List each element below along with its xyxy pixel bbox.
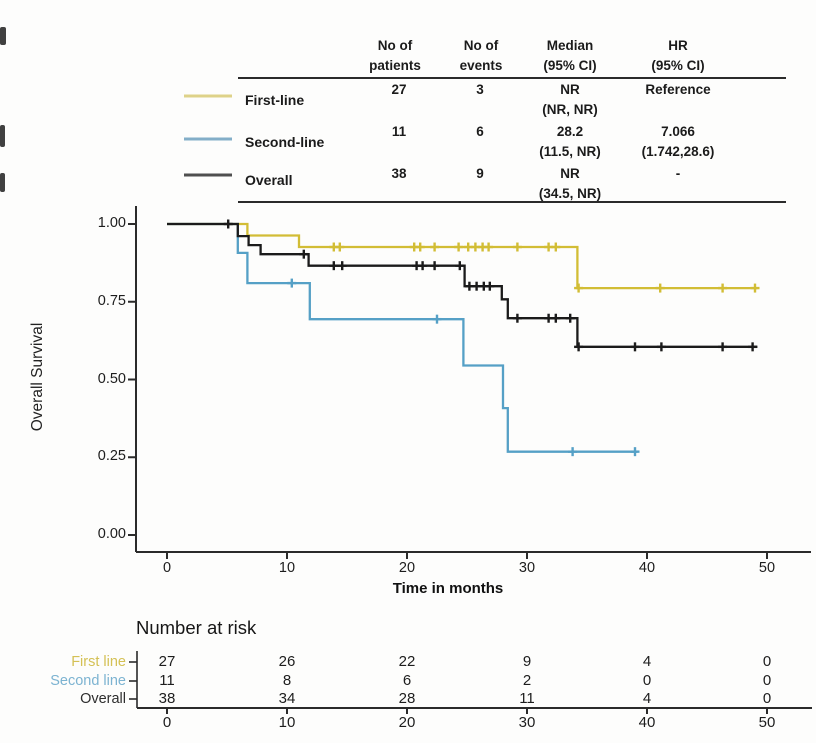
x-tick-label: 10 [278,560,296,576]
risk-x-tick-label: 40 [638,714,656,731]
legend-label-overall: Overall [245,172,293,188]
legend-label-second-line: Second-line [245,134,325,150]
km-curve-first-line [167,222,758,290]
km-curve-overall [167,222,758,348]
second-line-median: 28.2 [556,124,584,139]
scan-artifact [0,125,5,147]
col-header-median: Median (95% CI) [543,38,597,73]
risk-count: 34 [278,690,296,707]
risk-count: 6 [402,672,412,689]
col-header-hr: HR (95% CI) [651,38,705,73]
risk-count: 11 [519,690,535,707]
risk-x-tick-label: 50 [758,714,776,731]
overall-hr: - [675,166,681,181]
risk-count: 0 [762,653,772,670]
risk-x-tick-label: 20 [398,714,416,731]
risk-x-tick-label: 10 [278,714,296,731]
risk-table-title: Number at risk [136,617,257,638]
risk-count: 0 [642,672,652,689]
y-tick-label: 0.75 [97,292,126,309]
scan-artifact [0,173,5,192]
second-line-median-ci: (11.5, NR) [539,144,601,159]
x-axis-title: Time in months [392,580,504,597]
overall-median-ci: (34.5, NR) [538,186,602,201]
x-tick-label: 50 [758,560,776,576]
second-line-events: 6 [476,124,484,139]
risk-count: 0 [762,690,772,707]
risk-count: 4 [642,690,652,707]
x-tick-label: 20 [398,560,416,576]
first-line-median-ci: (NR, NR) [542,102,598,117]
second-line-patients: 11 [391,124,407,139]
risk-label-first-line: First line [71,654,126,670]
overall-events: 9 [476,166,484,181]
col-header-events: No of events [459,38,503,73]
risk-count: 0 [762,672,772,689]
risk-count: 9 [522,653,532,670]
overall-median: NR [560,166,580,181]
scan-artifact [0,27,6,45]
y-axis-title: Overall Survival [29,322,46,432]
risk-count: 2 [522,672,532,689]
risk-count: 8 [282,672,292,689]
second-line-hr-ci: (1.742,28.6) [641,144,715,159]
risk-count: 38 [158,690,176,707]
risk-count: 22 [398,653,416,670]
risk-x-tick-label: 30 [518,714,536,731]
y-tick-label: 0.00 [97,526,126,542]
risk-count: 11 [159,672,175,689]
first-line-hr: Reference [645,82,711,97]
risk-label-overall: Overall [80,691,126,707]
risk-count: 28 [398,690,416,707]
legend-label-first-line: First-line [245,92,305,108]
col-header-patients: No of patients [369,38,421,73]
risk-count: 26 [278,653,296,670]
risk-x-tick-label: 0 [162,714,172,731]
x-tick-label: 0 [162,560,172,576]
y-tick-label: 1.00 [97,215,126,231]
y-tick-label: 0.50 [97,370,126,387]
risk-label-second-line: Second line [50,673,126,689]
x-tick-label: 40 [638,560,656,576]
km-curve-second-line [167,222,638,453]
first-line-median: NR [560,82,580,97]
first-line-patients: 27 [391,82,407,97]
risk-count: 27 [158,653,176,670]
risk-count: 4 [642,653,652,670]
overall-patients: 38 [391,166,407,181]
first-line-events: 3 [476,82,484,97]
x-tick-label: 30 [518,560,536,576]
y-tick-label: 0.25 [97,448,126,465]
second-line-hr: 7.066 [661,124,695,139]
